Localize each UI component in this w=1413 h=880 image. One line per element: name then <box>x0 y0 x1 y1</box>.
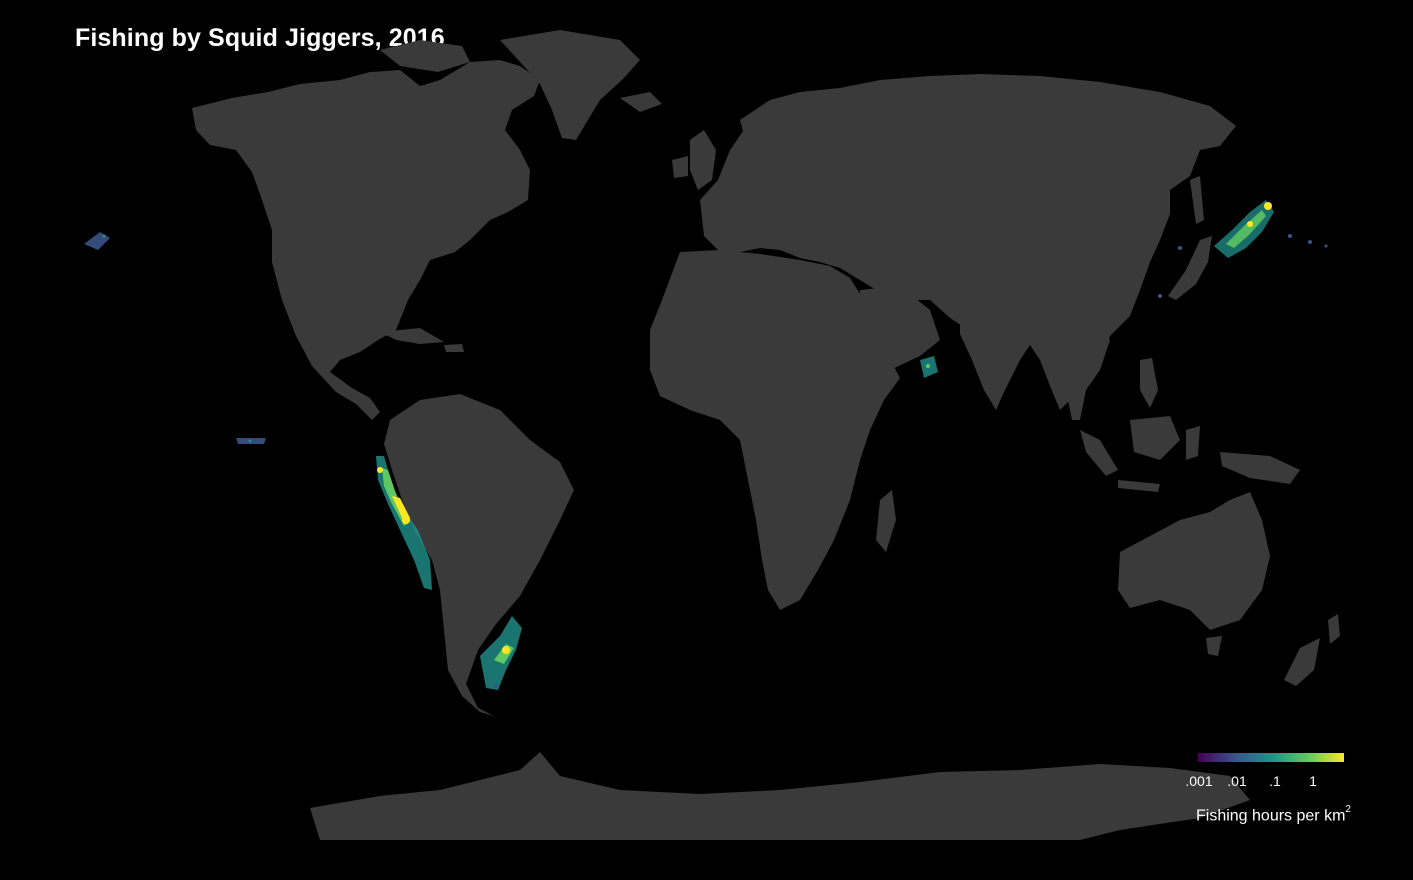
cuba <box>380 328 444 344</box>
java <box>1118 480 1160 492</box>
canadian-archipelago <box>380 40 470 72</box>
legend-title-superscript: 2 <box>1345 804 1351 815</box>
indochina <box>1060 316 1110 420</box>
antarctica <box>310 752 1250 840</box>
legend-tick-label: .001 <box>1185 773 1213 789</box>
indian-subcontinent <box>960 300 1040 410</box>
tasmania <box>1206 636 1222 656</box>
sakhalin <box>1190 176 1204 224</box>
greenland <box>500 30 640 140</box>
borneo <box>1130 416 1180 460</box>
map-title: Fishing by Squid Jiggers, 2016 <box>75 24 445 52</box>
africa <box>650 250 900 610</box>
fishing-cluster-nw-pacific <box>1158 200 1328 298</box>
sumatra <box>1080 430 1118 476</box>
legend-tick-label: .01 <box>1227 773 1247 789</box>
scandinavia <box>740 92 800 170</box>
new-guinea <box>1220 452 1300 484</box>
fishing-cluster-equatorial-pacific <box>236 438 266 444</box>
legend-title: Fishing hours per km2 <box>1196 804 1351 825</box>
new-zealand-north <box>1328 614 1340 644</box>
hispaniola <box>444 344 464 352</box>
legend-title-text: Fishing hours per km <box>1196 807 1346 825</box>
ireland <box>672 156 688 178</box>
legend: .001 .01 .1 1 Fishing hours per km2 <box>1180 748 1380 838</box>
fishing-activity-layer <box>84 200 1328 690</box>
philippines <box>1140 358 1158 408</box>
japan <box>1168 236 1212 300</box>
legend-tick-label: 1 <box>1309 773 1317 789</box>
eurasia <box>700 74 1236 410</box>
fishing-cluster-sw-atlantic <box>480 616 522 690</box>
madagascar <box>876 490 896 552</box>
baffin-island <box>470 62 522 110</box>
fishing-cluster-se-pacific <box>376 456 432 590</box>
legend-tick-label: .1 <box>1269 773 1281 789</box>
south-america <box>384 394 574 716</box>
fishing-cluster-north-pacific <box>84 232 110 250</box>
new-zealand-south <box>1284 638 1320 686</box>
fishing-cluster-arabian-sea <box>920 356 938 378</box>
sulawesi <box>1186 426 1200 460</box>
iceland <box>620 92 662 112</box>
legend-color-bar <box>1198 753 1344 762</box>
great-britain <box>690 130 716 190</box>
australia <box>1118 492 1270 630</box>
land-layer <box>192 30 1340 840</box>
north-america <box>192 60 540 420</box>
